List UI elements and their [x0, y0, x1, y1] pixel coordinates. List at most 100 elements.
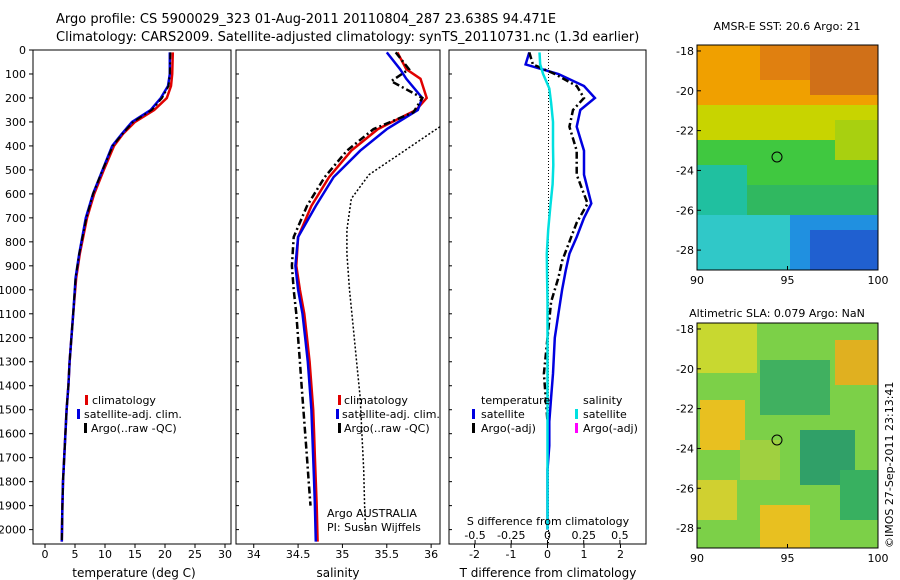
legend-label-argo: Argo(..raw -QC) — [344, 422, 430, 435]
temperature-panel-frame — [32, 49, 232, 545]
salinity-xlabel: salinity — [316, 566, 359, 580]
x-tick-label: 1 — [580, 548, 587, 561]
map-y-tick-label: -24 — [676, 164, 694, 177]
x-tick-label: 0 — [42, 548, 49, 561]
legend-swatch-temp-satellite — [472, 409, 475, 419]
depth-tick-label: 600 — [5, 188, 26, 201]
argo-location-marker-sla — [771, 434, 783, 446]
legend-swatch-satellite — [77, 409, 80, 419]
argo-location-marker-sst — [771, 151, 783, 163]
depth-tick-label: 200 — [5, 92, 26, 105]
depth-tick-label: 400 — [5, 140, 26, 153]
legend-label-argo: Argo(..raw -QC) — [91, 422, 177, 435]
x-tick-label: 36 — [424, 548, 438, 561]
map-y-tick-label: -22 — [676, 403, 694, 416]
map-x-tick-label: 100 — [868, 552, 889, 565]
x-tick-label: 0 — [544, 529, 551, 542]
x-tick-label: 34.5 — [286, 548, 311, 561]
map-x-tick-label: 90 — [690, 552, 704, 565]
difference-series — [524, 52, 597, 530]
legend-label-climatology: climatology — [92, 394, 156, 407]
x-tick-label: 25 — [188, 548, 202, 561]
series-line — [524, 52, 597, 530]
x-tick-label: 35 — [335, 548, 349, 561]
depth-tick-label: 0 — [19, 44, 26, 57]
x-tick-label: -2 — [469, 548, 480, 561]
x-tick-label: 2 — [617, 548, 624, 561]
x-tick-label: -1 — [506, 548, 517, 561]
depth-tick-label: 900 — [5, 260, 26, 273]
depth-tick-label: 2000 — [0, 524, 26, 537]
legend-swatch-sal-argo — [575, 423, 578, 433]
difference-x-axis: -2 -1 0 1 2 — [469, 544, 624, 561]
depth-tick-label: 500 — [5, 164, 26, 177]
depth-tick-label: 1100 — [0, 308, 26, 321]
series-line — [528, 52, 589, 422]
depth-tick-label: 1600 — [0, 428, 26, 441]
imos-timestamp: ©IMOS 27-Sep-2011 23:13:41 — [883, 382, 896, 548]
depth-tick-label: 1400 — [0, 380, 26, 393]
sst-map-axes: -18 -20 -22 -24 -26 -28 90 95 100 — [676, 45, 888, 287]
difference-top-axis: -0.5 -0.25 0 0.25 0.5 — [464, 529, 629, 544]
legend-label-satellite: satellite-adj. clim. — [84, 408, 182, 421]
difference-top-label: S difference from climatology — [467, 515, 630, 528]
difference-xlabel: T difference from climatology — [459, 566, 637, 580]
legend-label-sal-satellite: satellite — [583, 408, 627, 421]
series-line — [60, 52, 175, 542]
depth-tick-label: 1700 — [0, 452, 26, 465]
series-line — [346, 126, 440, 530]
map-y-tick-label: -20 — [676, 85, 694, 98]
series-line — [60, 52, 172, 542]
difference-legend: temperature salinity satellite Argo(-adj… — [472, 394, 638, 435]
salinity-annotation-program: Argo AUSTRALIA — [327, 507, 417, 520]
legend-swatch-climatology — [338, 395, 341, 405]
series-line — [538, 52, 555, 530]
profile-title: Argo profile: CS 5900029_323 01-Aug-2011… — [56, 12, 557, 27]
depth-tick-label: 800 — [5, 236, 26, 249]
map-y-tick-label: -28 — [676, 522, 694, 535]
sla-map-title: Altimetric SLA: 0.079 Argo: NaN — [689, 307, 865, 320]
map-y-tick-label: -20 — [676, 363, 694, 376]
salinity-series — [290, 51, 440, 542]
temperature-x-axis: 0 5 10 15 20 25 30 — [42, 544, 232, 561]
depth-tick-label: 1800 — [0, 476, 26, 489]
legend-title-salinity: salinity — [583, 394, 623, 407]
depth-tick-label: 700 — [5, 212, 26, 225]
depth-tick-label: 1000 — [0, 284, 26, 297]
x-tick-label: 0.5 — [611, 529, 629, 542]
temperature-xlabel: temperature (deg C) — [72, 566, 195, 580]
sst-map — [697, 45, 878, 270]
x-tick-label: -0.25 — [497, 529, 525, 542]
sla-map-axes: -18 -20 -22 -24 -26 -28 90 95 100 — [676, 323, 888, 565]
map-y-tick-label: -24 — [676, 442, 694, 455]
map-y-tick-label: -18 — [676, 45, 694, 58]
legend-label-sal-argo: Argo(-adj) — [583, 422, 638, 435]
legend-swatch-sal-satellite — [575, 409, 578, 419]
x-tick-label: 35.5 — [375, 548, 400, 561]
map-y-tick-label: -22 — [676, 125, 694, 138]
depth-tick-label: 1300 — [0, 356, 26, 369]
salinity-panel-frame — [235, 49, 441, 545]
legend-label-satellite: satellite-adj. clim. — [342, 408, 440, 421]
temperature-series — [60, 52, 175, 542]
sst-map-title: AMSR-E SST: 20.6 Argo: 21 — [713, 20, 860, 33]
legend-swatch-satellite — [336, 409, 339, 419]
x-tick-label: 15 — [128, 548, 142, 561]
legend-swatch-argo — [84, 423, 87, 433]
depth-tick-label: 1200 — [0, 332, 26, 345]
map-x-tick-label: 90 — [690, 274, 704, 287]
legend-title-temperature: temperature — [481, 394, 550, 407]
map-x-tick-label: 100 — [868, 274, 889, 287]
series-line — [294, 51, 424, 542]
depth-axis: 0 100 200 300 400 500 600 700 800 900 1000 1100 1200… — [0, 44, 452, 537]
depth-tick-label: 1900 — [0, 500, 26, 513]
x-tick-label: 5 — [72, 548, 79, 561]
salinity-annotation-pi: PI: Susan Wijffels — [327, 521, 421, 534]
series-line — [295, 51, 429, 542]
map-x-tick-label: 95 — [781, 552, 795, 565]
depth-tick-label: 300 — [5, 116, 26, 129]
series-line — [290, 51, 425, 506]
map-y-tick-label: -26 — [676, 482, 694, 495]
map-y-tick-label: -18 — [676, 323, 694, 336]
